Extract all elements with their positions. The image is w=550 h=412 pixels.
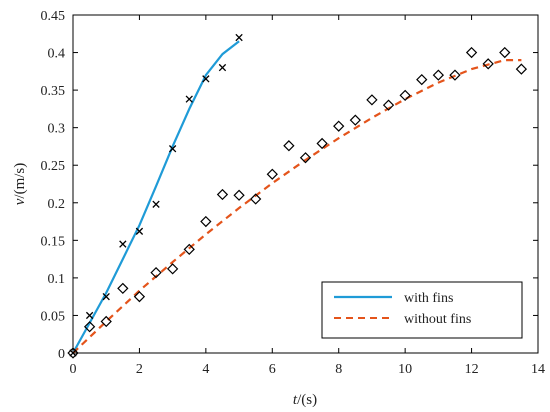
y-tick-label: 0.25 — [41, 159, 66, 174]
data-markers — [67, 33, 528, 359]
x-tick-label: 10 — [398, 362, 412, 377]
y-tick-label: 0.2 — [48, 197, 66, 212]
data-point-x — [152, 200, 160, 208]
data-point-diamond — [382, 99, 395, 111]
data-point-diamond — [316, 137, 328, 150]
data-point-diamond — [349, 114, 361, 126]
data-point-diamond — [515, 63, 528, 75]
y-tick-label: 0.3 — [48, 122, 66, 137]
series-line-1 — [72, 58, 522, 354]
legend-label-with-fins: with fins — [404, 291, 453, 306]
data-point-diamond — [499, 46, 511, 59]
legend-box — [321, 281, 523, 339]
data-point-x — [218, 63, 227, 72]
x-tick-label: 12 — [465, 362, 479, 377]
data-point-x — [135, 227, 144, 235]
data-point-x — [119, 240, 127, 248]
data-point-x — [185, 95, 193, 103]
data-point-diamond — [333, 120, 345, 132]
axis-ticks: 0 2 4 6 8 10 12 14 0 0.05 0.1 0.15 0.2 0.25 0.3 0.35 0.4… — [41, 9, 546, 377]
x-tick-label: 2 — [136, 362, 143, 377]
data-point-diamond — [399, 89, 411, 102]
data-point-diamond — [67, 347, 79, 359]
data-point-diamond — [183, 243, 195, 255]
data-point-diamond — [200, 215, 212, 228]
data-point-diamond — [250, 193, 262, 205]
data-point-diamond — [83, 321, 96, 333]
y-tick-label: 0.15 — [41, 234, 66, 249]
x-tick-label: 6 — [269, 362, 276, 377]
data-point-diamond — [299, 152, 312, 164]
legend-label-without-fins: without fins — [404, 312, 471, 327]
y-axis-label: v/(m/s) — [12, 163, 28, 206]
data-point-diamond — [117, 282, 129, 295]
series-line-0 — [72, 40, 240, 354]
data-point-x — [102, 293, 110, 301]
data-point-x — [168, 145, 177, 153]
x-tick-label: 14 — [531, 362, 545, 377]
x-tick-label: 4 — [202, 362, 209, 377]
y-tick-label: 0.4 — [48, 47, 66, 62]
data-point-diamond — [432, 69, 445, 81]
fit-lines — [72, 40, 522, 354]
data-point-diamond — [449, 69, 461, 81]
data-point-diamond — [416, 73, 428, 86]
x-axis-label: t/(s) — [293, 392, 317, 408]
data-point-diamond — [283, 140, 295, 152]
data-point-diamond — [366, 94, 378, 106]
y-tick-label: 0.05 — [41, 309, 66, 324]
data-point-diamond — [482, 58, 494, 70]
y-tick-label: 0.45 — [41, 9, 66, 24]
x-tick-label: 8 — [335, 362, 342, 377]
data-point-diamond — [133, 291, 146, 303]
data-point-x — [202, 75, 210, 83]
data-point-diamond — [100, 315, 112, 328]
data-point-diamond — [166, 263, 179, 275]
data-point-x — [85, 311, 94, 320]
data-point-diamond — [233, 189, 245, 201]
data-point-x — [235, 33, 243, 42]
data-point-diamond — [216, 188, 229, 201]
y-tick-label: 0.35 — [41, 84, 66, 99]
legend: with fins without fins — [321, 281, 523, 339]
data-point-diamond — [150, 266, 162, 279]
y-tick-label: 0.1 — [48, 272, 66, 287]
y-tick-label: 0 — [58, 347, 65, 362]
data-point-diamond — [465, 46, 478, 59]
x-tick-label: 0 — [70, 362, 77, 377]
data-point-diamond — [266, 168, 278, 180]
